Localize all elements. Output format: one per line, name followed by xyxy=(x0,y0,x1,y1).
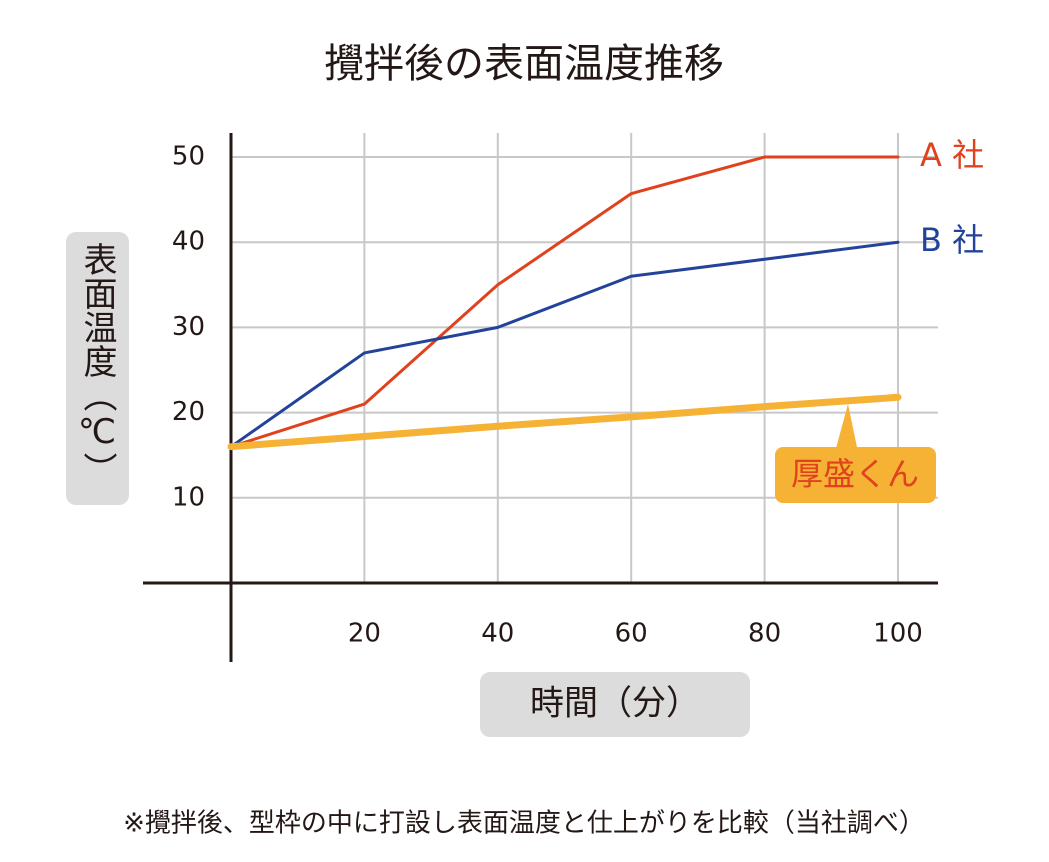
y-tick-label: 10 xyxy=(172,482,205,512)
y-tick-label: 50 xyxy=(172,142,205,172)
x-tick-label: 100 xyxy=(873,619,923,649)
x-tick-label: 80 xyxy=(748,619,781,649)
series-label: A 社 xyxy=(920,136,984,174)
x-tick-label: 60 xyxy=(615,619,648,649)
x-axis-label: 時間（分） xyxy=(530,684,700,724)
footnote: ※攪拌後、型枠の中に打設し表面温度と仕上がりを比較（当社調べ） xyxy=(123,809,925,839)
series-line xyxy=(229,155,900,449)
callout-pointer xyxy=(835,404,858,452)
x-tick-label: 40 xyxy=(481,619,514,649)
y-tick-label: 40 xyxy=(172,227,205,257)
series-line xyxy=(229,240,900,449)
y-tick-label: 20 xyxy=(172,397,205,427)
y-tick-label: 30 xyxy=(172,312,205,342)
series-line xyxy=(227,393,902,451)
callout-box xyxy=(775,447,936,503)
x-tick-label: 20 xyxy=(348,619,381,649)
series-label: B 社 xyxy=(920,221,984,259)
series-label: 厚盛くん xyxy=(791,455,919,493)
chart-title: 攪拌後の表面温度推移 xyxy=(324,41,724,87)
y-axis-label: 表面温度（℃） xyxy=(77,242,117,486)
y-label-box xyxy=(66,232,129,505)
x-label-box xyxy=(480,672,750,737)
